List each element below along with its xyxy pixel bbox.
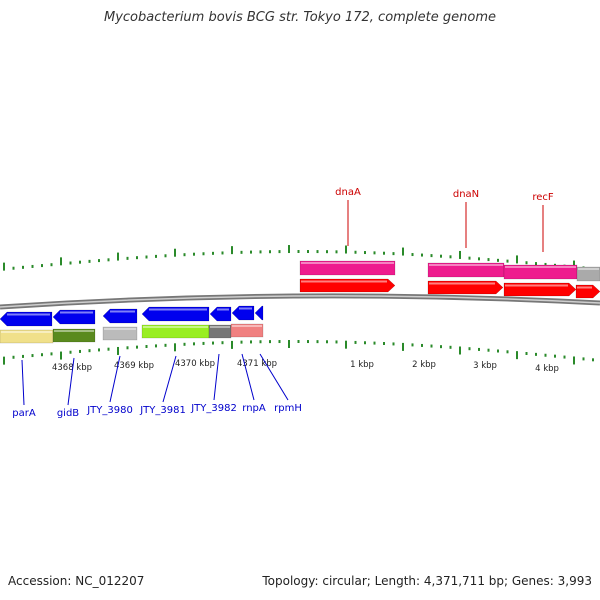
genome-backbone-highlight	[0, 295, 600, 308]
map-title: Mycobacterium bovis BCG str. Tokyo 172, …	[104, 10, 496, 25]
gene-label-parA: parA	[12, 408, 36, 419]
cds-arrow-JTY_3980-highlight	[110, 310, 135, 313]
gene-label-rpmH: rpmH	[274, 403, 302, 414]
cds-arrow-JTY_3982-highlight	[217, 308, 229, 311]
gene-label-JTY_3982: JTY_3982	[190, 403, 237, 414]
gene-label-JTY_3981: JTY_3981	[139, 405, 186, 416]
scale-label: 2 kbp	[412, 360, 436, 370]
gene-block-dnaN-highlight	[429, 264, 503, 266]
gene-label-JTY_3980: JTY_3980	[86, 405, 133, 416]
gene-block-gidB	[52, 328, 96, 343]
gene-block-rnpA	[230, 323, 264, 338]
gene-block-parA-highlight	[1, 331, 52, 333]
gene-block-JTY_3982-highlight	[210, 326, 230, 328]
cds-arrow-gidB-highlight	[60, 311, 93, 314]
cds-arrow-JTY_3981-highlight	[149, 308, 207, 311]
gene-block-gray-highlight	[578, 268, 599, 270]
gene-leader-parA	[21, 359, 25, 406]
gene-block-recF-highlight	[505, 266, 576, 268]
gene-leader-rpmH	[259, 353, 289, 401]
gene-block-rnpA-highlight	[232, 325, 262, 327]
cds-arrow-dnaN-highlight	[429, 282, 495, 285]
gene-leader-JTY_3981	[162, 355, 177, 403]
gene-block-dnaA-highlight	[301, 262, 394, 264]
cds-arrow-parA-highlight	[7, 313, 50, 316]
cds-arrow-next-highlight	[577, 286, 592, 289]
scale-label: 4369 kbp	[114, 361, 154, 371]
cds-arrow-dnaA-highlight	[301, 280, 387, 283]
gene-leader-JTY_3980	[109, 355, 121, 403]
gene-leader-gidB	[67, 357, 75, 406]
gene-label-dnaA: dnaA	[335, 187, 361, 198]
scale-label: 4368 kbp	[52, 363, 92, 373]
gene-block-JTY_3980	[102, 326, 138, 341]
gene-label-dnaN: dnaN	[453, 189, 479, 200]
scale-label: 3 kbp	[473, 361, 497, 371]
accession-text: Accession: NC_012207	[8, 574, 145, 588]
gene-block-gray	[576, 266, 600, 282]
gene-label-gidB: gidB	[57, 408, 79, 419]
gene-block-JTY_3981-highlight	[143, 326, 208, 328]
scale-label: 4 kbp	[535, 364, 559, 374]
topology-text: Topology: circular; Length: 4,371,711 bp…	[262, 574, 592, 588]
gene-block-gidB-highlight	[54, 330, 94, 332]
scale-label: 4370 kbp	[175, 359, 215, 369]
cds-arrow-rnpA-highlight	[239, 307, 252, 310]
gene-label-rnpA: rnpA	[242, 403, 266, 414]
scale-label: 1 kbp	[350, 360, 374, 370]
gene-leader-rnpA	[241, 353, 255, 401]
scale-label: 4371 kbp	[237, 359, 277, 369]
cds-arrow-recF-highlight	[505, 284, 568, 287]
gene-block-dnaA	[299, 260, 396, 276]
gene-block-JTY_3980-highlight	[104, 328, 136, 330]
gene-leader-JTY_3982	[213, 353, 220, 401]
gene-label-recF: recF	[532, 192, 554, 203]
cds-arrow-rpmH	[254, 305, 264, 321]
